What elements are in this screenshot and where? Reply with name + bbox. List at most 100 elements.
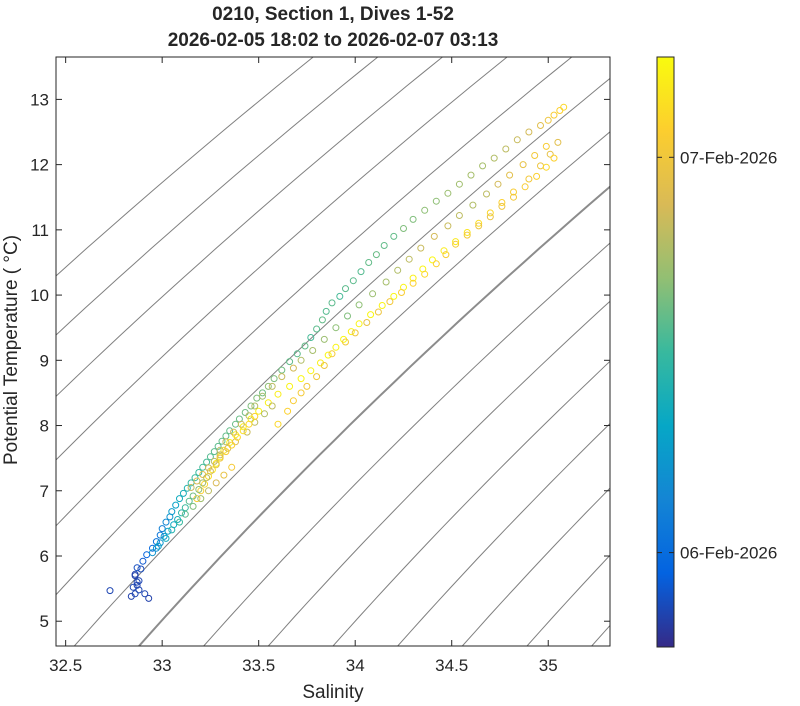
data-point [133, 578, 141, 586]
data-point [432, 260, 440, 268]
data-point [183, 484, 191, 492]
data-point [226, 427, 234, 435]
data-point [289, 397, 297, 405]
data-point [400, 225, 407, 232]
data-point [278, 373, 286, 381]
data-point [475, 222, 483, 230]
data-point [421, 270, 429, 278]
density-contour-line [73, 131, 610, 646]
data-point [510, 193, 517, 201]
data-point [145, 594, 153, 602]
data-point [201, 480, 209, 488]
data-point [324, 351, 332, 359]
data-point [351, 329, 359, 337]
data-point [475, 219, 483, 227]
data-point [486, 209, 494, 217]
data-point [164, 527, 172, 535]
data-point [355, 301, 363, 309]
density-contour-line [56, 57, 379, 336]
density-contour-line [138, 185, 610, 646]
chart-title-line-1: 0210, Section 1, Dives 1-52 [212, 4, 454, 25]
data-point [220, 471, 228, 479]
data-point [205, 487, 212, 495]
data-point [525, 128, 533, 136]
data-point [390, 292, 398, 300]
data-point [374, 308, 382, 316]
data-point [208, 466, 216, 474]
data-point [133, 564, 141, 572]
y-tick-label: 9 [40, 351, 49, 370]
data-point [189, 492, 197, 500]
data-point [264, 382, 272, 390]
data-point [222, 438, 230, 446]
data-point [440, 247, 448, 255]
data-point [160, 532, 168, 540]
data-point [320, 335, 328, 343]
y-tick-label: 11 [31, 221, 49, 240]
data-point [237, 420, 245, 428]
data-point [162, 534, 170, 542]
data-point [342, 338, 349, 346]
data-point [199, 479, 207, 487]
data-point [342, 285, 349, 293]
data-point [344, 312, 351, 320]
data-point [313, 373, 321, 381]
data-point [355, 320, 363, 328]
data-point [390, 232, 398, 240]
data-point [550, 154, 558, 162]
data-point [467, 171, 475, 179]
data-point [178, 509, 185, 517]
data-point [309, 347, 317, 354]
data-points [106, 103, 568, 602]
data-point [152, 544, 160, 552]
x-tick-label: 32.5 [49, 656, 82, 675]
data-point [347, 328, 355, 336]
data-point [498, 202, 506, 210]
data-point [409, 279, 417, 287]
data-point [328, 299, 336, 307]
data-point [432, 197, 440, 205]
y-tick-label: 5 [40, 612, 49, 631]
data-point [233, 433, 241, 441]
data-point [259, 389, 266, 397]
y-tick-label: 13 [30, 90, 49, 109]
data-point [212, 479, 220, 487]
data-point [380, 242, 388, 249]
data-point [421, 206, 429, 214]
x-axis: 32.5 33 33.5 34 34.5 35 [49, 57, 558, 675]
density-contour-line [56, 57, 573, 527]
data-point [510, 188, 517, 196]
data-point [525, 175, 533, 183]
data-point [286, 358, 294, 366]
data-point [133, 581, 141, 589]
data-point [498, 199, 506, 206]
data-point [293, 350, 301, 358]
data-point [320, 362, 328, 369]
data-point [328, 350, 336, 358]
data-point [531, 152, 539, 159]
data-point [544, 116, 552, 124]
data-point [187, 484, 195, 491]
data-point [230, 428, 238, 436]
y-tick-label: 8 [40, 417, 49, 436]
data-point [463, 229, 471, 236]
data-point [398, 289, 405, 296]
x-tick-label: 34 [346, 656, 365, 675]
data-point [137, 565, 145, 573]
data-point [185, 497, 193, 505]
data-point [154, 542, 162, 550]
data-point [542, 142, 550, 150]
data-point [268, 402, 276, 410]
y-tick-label: 7 [40, 482, 49, 501]
data-point [261, 410, 268, 418]
data-point [168, 508, 176, 516]
density-contour-line [203, 242, 610, 646]
data-point [251, 412, 259, 420]
data-point [179, 489, 187, 497]
data-point [455, 180, 463, 188]
data-point [405, 255, 413, 263]
data-point [297, 375, 305, 383]
data-point [222, 448, 230, 456]
x-tick-label: 33 [153, 656, 172, 675]
